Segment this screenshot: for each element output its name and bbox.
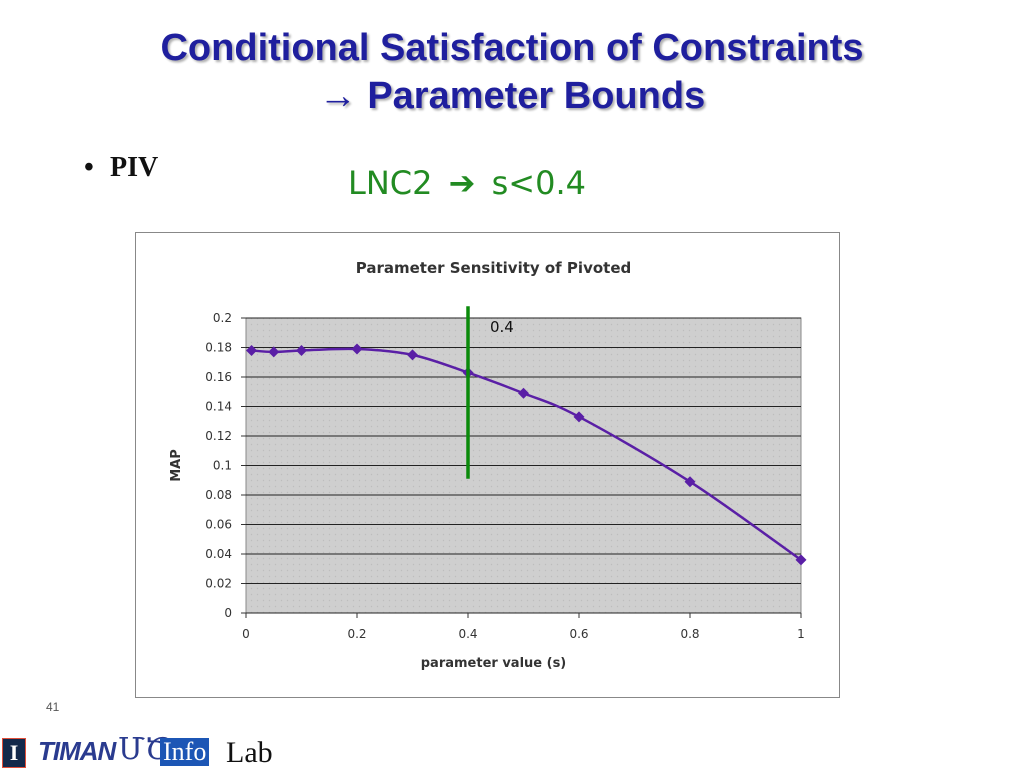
data-point [795,554,807,566]
infolab-logo-info: Info [160,738,210,766]
title-line-1: Conditional Satisfaction of Constraints [160,27,864,69]
data-point [296,344,307,356]
y-tick-label: 0.08 [205,488,232,502]
y-tick-label: 0.18 [205,341,232,355]
data-point [573,411,585,423]
y-tick-label: 0.04 [205,547,232,561]
x-tick-label: 0.8 [680,627,699,641]
bullet-dot-icon: • [84,152,94,183]
x-tick-label: 0 [242,627,250,641]
illinois-logo: I [2,738,26,768]
slide-number: 41 [46,700,60,714]
constraint-note: LNC2 ➔ s<0.4 [348,164,586,202]
threshold-label: 0.4 [490,318,514,336]
x-tick-label: 0.2 [347,627,366,641]
bullet-label: PIV [110,152,159,183]
data-point [246,344,258,356]
data-point [518,387,529,399]
data-point [684,476,696,488]
footer-logos: I TIMAN ՄԾ Info Lab [0,730,320,769]
y-tick-label: 0.06 [205,518,232,532]
chart-svg: Parameter Sensitivity of Pivoted 0 0.02 0.0… [169,259,807,671]
infolab-logo-lab: Lab [226,736,273,769]
x-axis-label: parameter value (s) [421,656,567,671]
bullet-item: • PIV [84,152,158,184]
chart-title: Parameter Sensitivity of Pivoted [356,259,631,277]
title-line-2: → Parameter Bounds [318,75,706,117]
y-tick-label: 0.02 [205,577,232,591]
data-point [268,346,280,358]
constraint-result: s<0.4 [491,164,586,202]
right-arrow-icon: ➔ [448,164,476,202]
y-tick-label: 0 [224,606,232,620]
y-tick-label: 0.12 [205,429,232,443]
y-tick-label: 0.2 [213,311,232,325]
y-tick-label: 0.1 [213,459,232,473]
slide-title: Conditional Satisfaction of Constraints … [0,24,1024,120]
y-tick-label: 0.14 [205,400,232,414]
x-tick-label: 0.6 [569,627,588,641]
y-axis-label: MAP [169,449,184,482]
timan-logo: TIMAN [38,736,116,766]
x-tick-label: 0.4 [458,627,477,641]
data-point [407,349,418,361]
data-point [351,343,363,355]
constraint-name: LNC2 [348,164,433,202]
y-tick-label: 0.16 [205,370,232,384]
x-tick-label: 1 [797,627,805,641]
chart-frame: Parameter Sensitivity of Pivoted 0 0.02 0.0… [135,232,840,698]
